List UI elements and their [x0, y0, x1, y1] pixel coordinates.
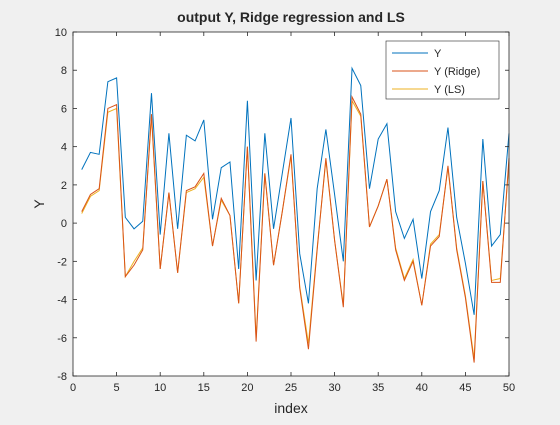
y-tick-label: 2: [61, 180, 67, 192]
y-tick-label: -8: [57, 371, 67, 383]
legend-label-y: Y: [434, 48, 442, 60]
legend-label-ridge: Y (Ridge): [434, 66, 480, 78]
axes-box: [72, 31, 510, 377]
x-tick-label: 0: [70, 382, 76, 394]
legend-label-ls: Y (LS): [434, 84, 465, 96]
x-tick-label: 10: [154, 382, 166, 394]
chart-title: output Y, Ridge regression and LS: [177, 9, 405, 25]
y-tick-label: 10: [55, 27, 67, 39]
y-tick-label: 0: [61, 218, 67, 230]
x-tick-label: 5: [114, 382, 120, 394]
y-tick-label: 4: [61, 142, 67, 154]
series-line-y-ridge: [81, 95, 510, 363]
y-axis-label: Y: [31, 199, 47, 209]
y-tick-label: 6: [61, 103, 67, 115]
x-tick-label: 40: [416, 382, 428, 394]
series-layer: [81, 66, 510, 363]
y-tick-label: 8: [61, 65, 67, 77]
legend: Y Y (Ridge) Y (LS): [385, 40, 500, 100]
x-tick-label: 15: [198, 382, 210, 394]
x-axis-label: index: [274, 400, 307, 416]
x-tick-label: 20: [241, 382, 253, 394]
y-tick-label: -6: [57, 333, 67, 345]
x-tick-label: 50: [503, 382, 515, 394]
series-line-y: [81, 66, 510, 315]
ticks-layer: 0 5 10 15 20 25 30 35 40 45 50 -8 -6 -4 -2 0 2 4 6 8 10: [55, 27, 515, 394]
x-tick-label: 45: [459, 382, 471, 394]
y-tick-label: -2: [57, 256, 67, 268]
x-tick-label: 25: [285, 382, 297, 394]
y-tick-label: -4: [57, 295, 67, 307]
x-tick-label: 30: [328, 382, 340, 394]
x-tick-label: 35: [372, 382, 384, 394]
